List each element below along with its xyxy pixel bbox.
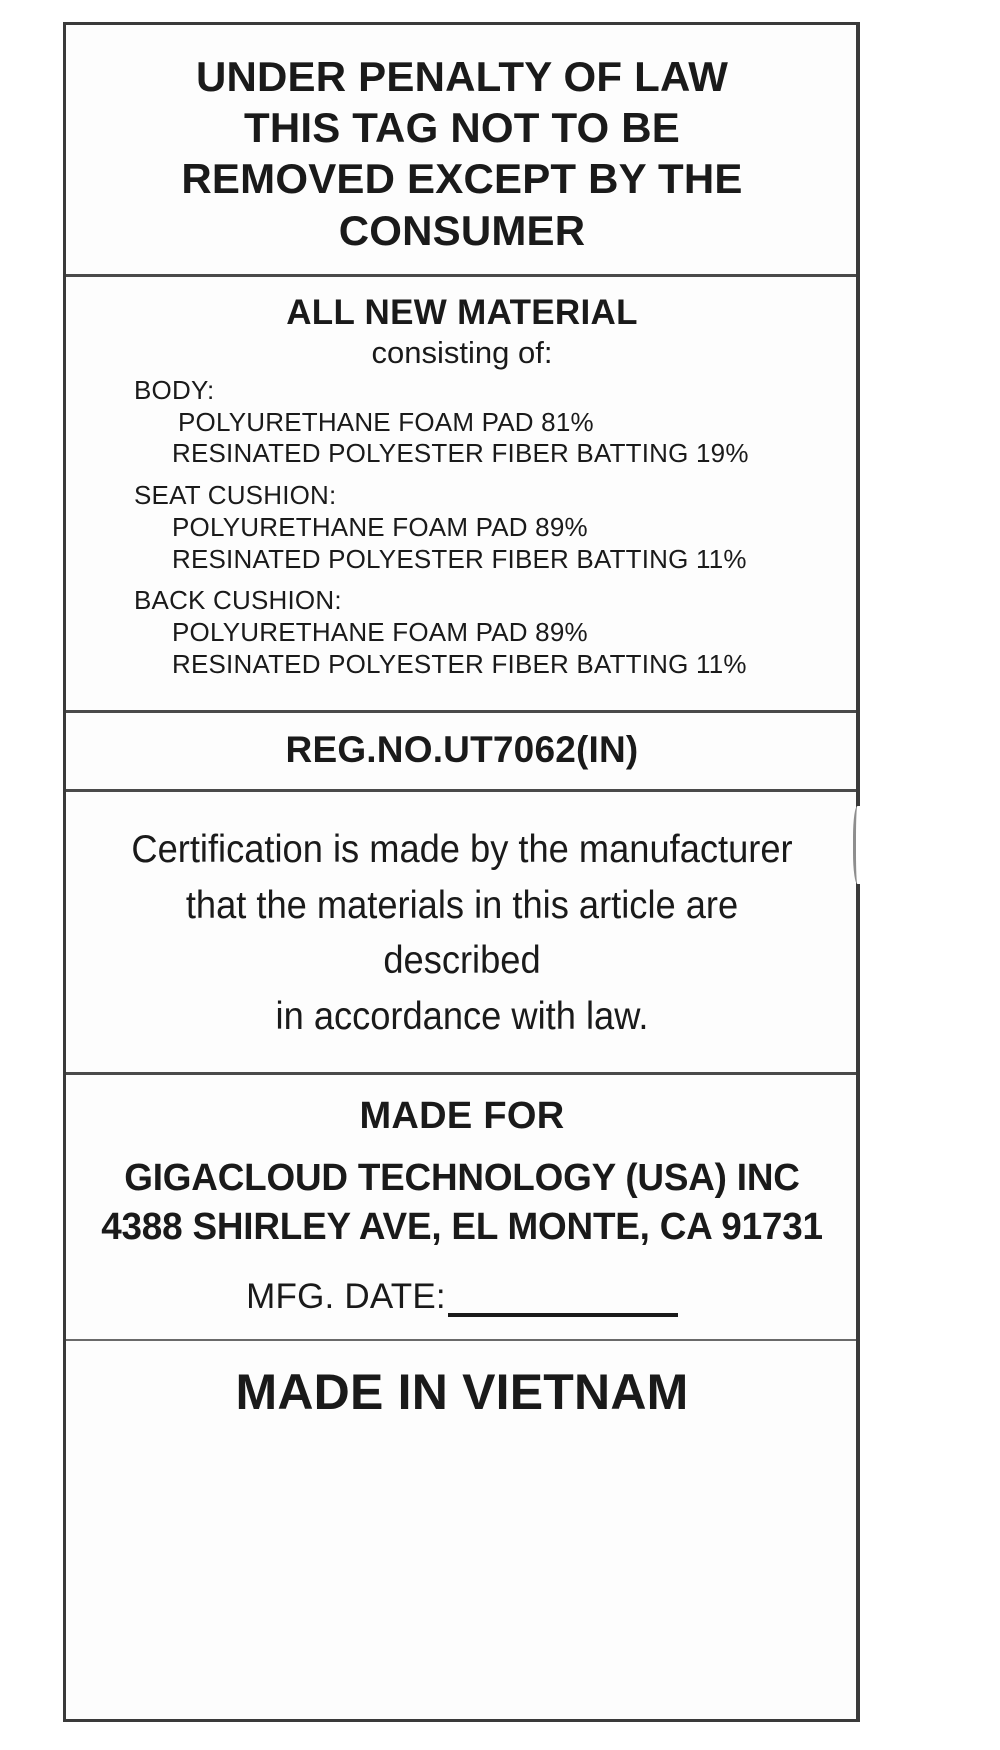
made-for-section: MADE FOR GIGACLOUD TECHNOLOGY (USA) INC … (66, 1075, 858, 1342)
material-group-label: BODY: (134, 374, 215, 405)
mfg-date-label: MFG. DATE: (246, 1277, 446, 1317)
material-item: POLYURETHANE FOAM PAD 89% (172, 511, 588, 542)
materials-title: ALL NEW MATERIAL (286, 292, 638, 332)
material-item: RESINATED POLYESTER FIBER BATTING 19% (172, 438, 749, 469)
company-address: 4388 SHIRLEY AVE, EL MONTE, CA 91731 (101, 1205, 823, 1248)
material-item: RESINATED POLYESTER FIBER BATTING 11% (172, 543, 747, 574)
material-group-back-cushion: BACK CUSHION: POLYURETHANE FOAM PAD 89% … (134, 585, 844, 680)
material-item: POLYURETHANE FOAM PAD 89% (172, 616, 588, 647)
penalty-notice-line-1: UNDER PENALTY OF LAW (195, 53, 729, 100)
penalty-notice-line-4: CONSUMER (338, 206, 586, 254)
materials-section: ALL NEW MATERIAL consisting of: BODY: PO… (66, 277, 858, 714)
penalty-notice-line-2: THIS TAG NOT TO BE (243, 104, 681, 152)
materials-subtitle: consisting of: (371, 334, 553, 370)
material-group-body: BODY: POLYURETHANE FOAM PAD 81% RESINATE… (134, 375, 844, 470)
penalty-notice-section: UNDER PENALTY OF LAW THIS TAG NOT TO BE … (66, 25, 858, 277)
material-item: POLYURETHANE FOAM PAD 81% (178, 406, 594, 437)
country-of-origin-section: MADE IN VIETNAM (66, 1341, 858, 1447)
mfg-date-field[interactable] (447, 1283, 678, 1318)
tag-edge-notch (853, 806, 864, 884)
certification-line-2: that the materials in this article are d… (185, 883, 739, 983)
mfg-date-row: MFG. DATE: (78, 1277, 846, 1318)
made-for-label: MADE FOR (359, 1094, 565, 1137)
material-group-label: BACK CUSHION: (134, 585, 342, 616)
material-item: RESINATED POLYESTER FIBER BATTING 11% (172, 648, 747, 679)
certification-line-1: Certification is made by the manufacture… (131, 828, 793, 872)
company-name: GIGACLOUD TECHNOLOGY (USA) INC (124, 1156, 800, 1199)
registration-number-section: REG.NO.UT7062(IN) (66, 713, 858, 793)
registration-number: REG.NO.UT7062(IN) (285, 729, 639, 771)
materials-list: BODY: POLYURETHANE FOAM PAD 81% RESINATE… (80, 375, 844, 680)
country-of-origin: MADE IN VIETNAM (235, 1364, 689, 1421)
material-group-seat-cushion: SEAT CUSHION: POLYURETHANE FOAM PAD 89% … (134, 480, 844, 575)
law-label-tag: UNDER PENALTY OF LAW THIS TAG NOT TO BE … (63, 22, 858, 1722)
material-group-label: SEAT CUSHION: (134, 480, 337, 511)
certification-line-3: in accordance with law. (275, 994, 649, 1038)
certification-section: Certification is made by the manufacture… (66, 792, 858, 1075)
penalty-notice-line-3: REMOVED EXCEPT BY THE (181, 155, 743, 203)
